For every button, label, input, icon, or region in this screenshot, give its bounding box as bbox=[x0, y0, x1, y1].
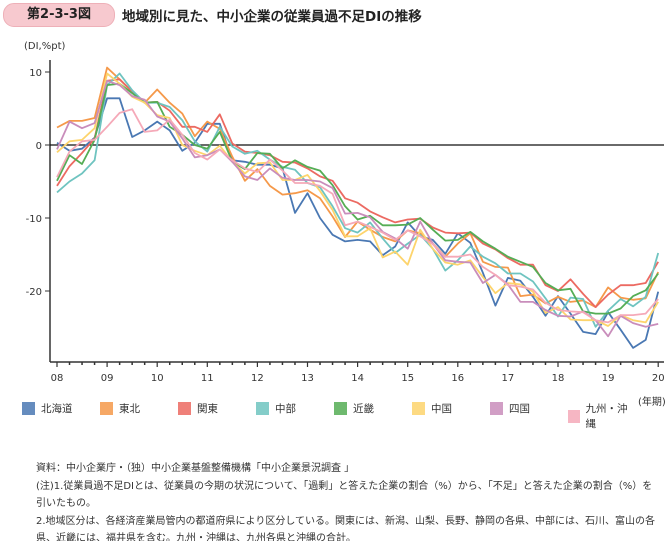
legend-label: 北海道 bbox=[41, 403, 73, 415]
x-tick-label: 14 bbox=[351, 373, 364, 384]
legend-label: 近畿 bbox=[353, 403, 374, 415]
y-tick-label: 10 bbox=[29, 68, 42, 79]
y-tick-label: -10 bbox=[26, 214, 42, 225]
legend-item: 四国 bbox=[490, 401, 530, 416]
note-1: (注)1.従業員過不足DIとは、従業員の今期の状況について、「過剰」と答えた企業… bbox=[36, 480, 653, 510]
series-line-2 bbox=[56, 78, 659, 309]
legend-swatch bbox=[568, 409, 580, 423]
x-tick-label: 16 bbox=[451, 373, 464, 384]
x-tick-label: 09 bbox=[101, 373, 114, 384]
x-tick-label: 17 bbox=[502, 373, 515, 384]
series-line-6 bbox=[56, 79, 659, 338]
y-tick-label: 0 bbox=[36, 141, 42, 152]
legend-swatch bbox=[22, 402, 35, 415]
legend-item: 中部 bbox=[256, 401, 296, 416]
legend-item: 関東 bbox=[178, 401, 218, 416]
legend-item: 九州・沖縄 bbox=[568, 401, 632, 431]
x-tick-label: 19 bbox=[602, 373, 615, 384]
x-tick-label: 12 bbox=[251, 373, 264, 384]
x-tick-label: 11 bbox=[201, 373, 214, 384]
notes: 資料：中小企業庁・（独）中小企業基盤整備機構「中小企業景況調査 」 (注)1.従… bbox=[36, 460, 661, 541]
legend-label: 東北 bbox=[119, 403, 140, 415]
legend-label: 九州・沖縄 bbox=[585, 403, 628, 430]
legend-swatch bbox=[490, 402, 503, 415]
legend-label: 中部 bbox=[275, 403, 296, 415]
x-tick-label: 13 bbox=[301, 373, 314, 384]
legend-item: 中国 bbox=[412, 401, 452, 416]
x-tick-label: 18 bbox=[552, 373, 565, 384]
legend-swatch bbox=[178, 402, 191, 415]
y-tick-label: -20 bbox=[26, 287, 42, 298]
legend-swatch bbox=[334, 402, 347, 415]
legend-swatch bbox=[100, 402, 113, 415]
source-note: 資料：中小企業庁・（独）中小企業基盤整備機構「中小企業景況調査 」 bbox=[36, 463, 355, 474]
legend-label: 四国 bbox=[509, 403, 530, 415]
legend-swatch bbox=[412, 402, 425, 415]
x-tick-label: 20 bbox=[652, 373, 665, 384]
x-axis-unit: (年期) bbox=[638, 397, 666, 408]
legend-swatch bbox=[256, 402, 269, 415]
legend-item: 北海道 bbox=[22, 401, 73, 416]
line-chart: 10 0 -10 -20 08 09 10 11 12 13 14 15 16 17 18 19 20 bbox=[26, 60, 665, 384]
series-line-5 bbox=[56, 72, 659, 327]
x-tick-label: 15 bbox=[401, 373, 414, 384]
series-line-7 bbox=[56, 108, 659, 324]
legend-label: 中国 bbox=[431, 403, 452, 415]
legend-item: 東北 bbox=[100, 401, 140, 416]
legend-label: 関東 bbox=[197, 403, 218, 415]
figure-title: 地域別に見た、中小企業の従業員過不足DIの推移 bbox=[122, 9, 422, 25]
y-axis-unit: (DI,%pt) bbox=[24, 41, 66, 52]
x-tick-label: 08 bbox=[51, 373, 64, 384]
legend-item: 近畿 bbox=[334, 401, 374, 416]
figure-number-badge: 第2-3-3図 bbox=[3, 3, 115, 27]
series-line-4 bbox=[56, 82, 659, 315]
note-2: 2.地域区分は、各経済産業局管内の都道府県により区分している。関東には、新潟、山… bbox=[36, 515, 656, 541]
x-tick-label: 10 bbox=[151, 373, 164, 384]
legend: 北海道 東北 関東 中部 近畿 中国 四国 九州・沖縄 bbox=[22, 401, 632, 430]
